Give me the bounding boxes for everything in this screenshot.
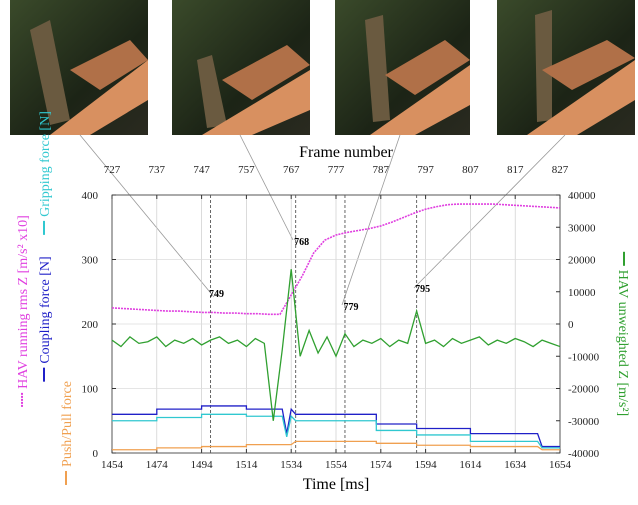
photo-connectors xyxy=(79,134,566,306)
y2-tick-label: -10000 xyxy=(568,351,600,363)
y-tick-label: 200 xyxy=(82,319,99,331)
y2-tick-label: 30000 xyxy=(568,222,596,234)
series-line xyxy=(112,413,560,449)
frame-marker-label: 768 xyxy=(294,237,309,248)
series-line xyxy=(112,405,560,448)
x-tick-label: 1454 xyxy=(101,459,124,471)
x-tick-label: 1494 xyxy=(191,459,214,471)
x2-tick-label: 807 xyxy=(462,164,479,176)
photo-strip xyxy=(10,0,635,135)
y-tick-label: 300 xyxy=(82,255,99,267)
y2-tick-label: 0 xyxy=(568,319,574,331)
legend-entry: Push/Pull force xyxy=(60,381,75,485)
x2-tick-label: 757 xyxy=(238,164,255,176)
y-tick-label: 0 xyxy=(93,448,99,460)
x2-tick-label: 817 xyxy=(507,164,524,176)
x-tick-label: 1594 xyxy=(415,459,438,471)
photo xyxy=(497,0,635,135)
y2-tick-label: 10000 xyxy=(568,287,596,299)
legend-entry: HAV running rms Z [m/s² x10] xyxy=(16,215,31,407)
x2-tick-label: 787 xyxy=(373,164,390,176)
legend-entry: HAV unweighted Z [m/s²] xyxy=(615,251,630,416)
x-tick-label: 1574 xyxy=(370,459,393,471)
y2-tick-label: -30000 xyxy=(568,416,600,428)
legend-entry: Gripping force [N] xyxy=(38,111,53,235)
x-tick-label: 1614 xyxy=(459,459,482,471)
legend-label: HAV unweighted Z [m/s²] xyxy=(615,270,630,416)
legend-label: Gripping force [N] xyxy=(38,111,53,217)
x-tick-label: 1654 xyxy=(549,459,572,471)
x2-tick-label: 737 xyxy=(149,164,166,176)
series-line xyxy=(112,440,560,451)
x-tick-label: 1554 xyxy=(325,459,348,471)
legend-label: Push/Pull force xyxy=(60,381,75,467)
x2-tick-label: 797 xyxy=(417,164,434,176)
legend-label: HAV running rms Z [m/s² x10] xyxy=(16,215,31,389)
x2-tick-label: 777 xyxy=(328,164,345,176)
photo xyxy=(10,0,148,135)
y-tick-label: 100 xyxy=(82,384,99,396)
legend-label: Coupling force [N] xyxy=(38,256,53,363)
photo xyxy=(335,0,470,135)
x2-tick-label: 727 xyxy=(104,164,121,176)
x-tick-label: 1534 xyxy=(280,459,303,471)
series-line xyxy=(111,203,561,316)
y-tick-label: 400 xyxy=(82,190,99,202)
x2-tick-label: 747 xyxy=(193,164,210,176)
x-tick-label: 1474 xyxy=(146,459,169,471)
x-axis-label: Time [ms] xyxy=(303,476,370,493)
frame-marker-label: 779 xyxy=(343,302,358,313)
x2-tick-label: 827 xyxy=(552,164,569,176)
y2-tick-label: -20000 xyxy=(568,384,600,396)
x2-axis-label: Frame number xyxy=(299,144,393,161)
x-tick-label: 1634 xyxy=(504,459,527,471)
legend-entry: Coupling force [N] xyxy=(38,256,53,382)
series-line xyxy=(111,269,561,421)
frame-marker-label: 749 xyxy=(209,289,224,300)
x-tick-label: 1514 xyxy=(235,459,258,471)
y2-tick-label: 40000 xyxy=(568,190,596,202)
x2-tick-label: 767 xyxy=(283,164,300,176)
plot-frame xyxy=(111,194,561,454)
y2-tick-label: -40000 xyxy=(568,448,600,460)
frame-marker-label: 795 xyxy=(415,284,430,295)
photo xyxy=(172,0,310,135)
y2-tick-label: 20000 xyxy=(568,255,596,267)
